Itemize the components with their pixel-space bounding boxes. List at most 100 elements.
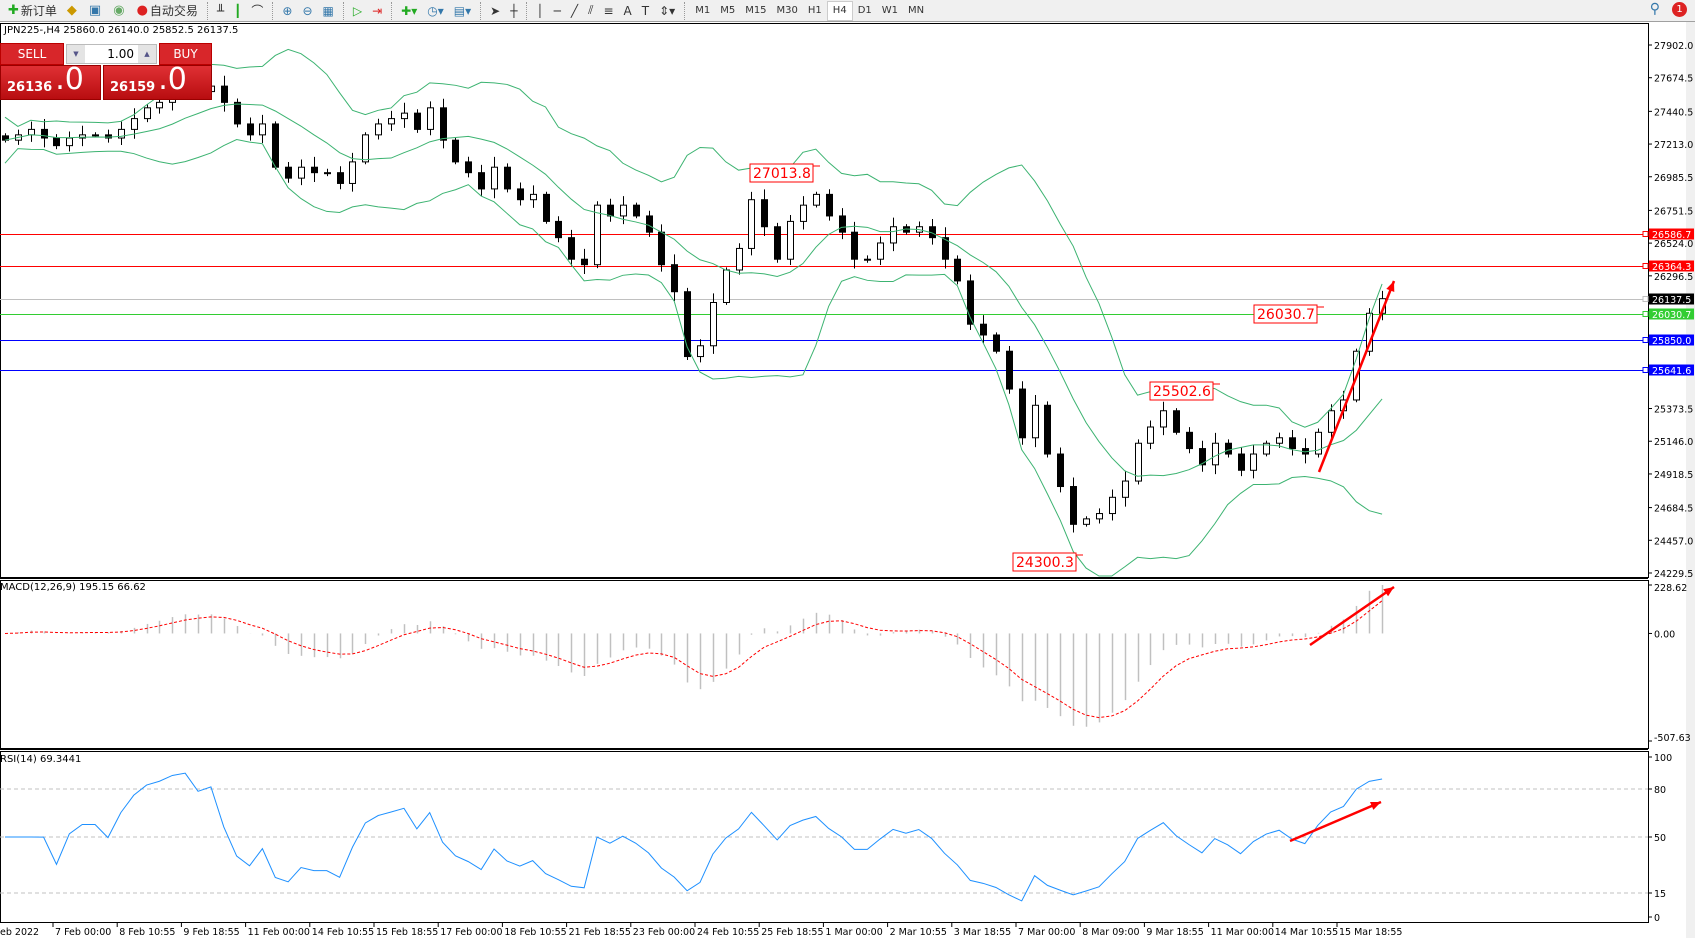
bearish-candle bbox=[761, 199, 768, 228]
main-trend-arrow[interactable] bbox=[1317, 280, 1396, 473]
cursor-button[interactable]: ➤ bbox=[486, 1, 504, 21]
bearish-candle bbox=[517, 188, 524, 201]
timeframe-h4[interactable]: H4 bbox=[826, 0, 853, 21]
price-annotation-label: 25502.6 bbox=[1153, 384, 1211, 400]
auto-trading-label: 自动交易 bbox=[149, 4, 198, 18]
arrows-button[interactable]: ⇕▾ bbox=[655, 1, 679, 21]
bar-chart-button[interactable]: ╨ bbox=[213, 1, 228, 21]
price-tick-label: 27674.5 bbox=[1654, 74, 1693, 85]
text-label-button[interactable]: T bbox=[638, 1, 653, 21]
lot-size-input[interactable]: ▼ 1.00 ▲ bbox=[66, 44, 157, 64]
timeframe-mn[interactable]: MN bbox=[908, 5, 925, 16]
templates-button[interactable]: ▤▾ bbox=[450, 1, 475, 21]
timeframe-w1[interactable]: W1 bbox=[881, 5, 898, 16]
vertical-line-button[interactable]: │ bbox=[532, 1, 547, 21]
separator bbox=[206, 1, 208, 20]
bearish-candle bbox=[954, 258, 961, 282]
bullish-candle bbox=[259, 123, 266, 136]
lot-value[interactable]: 1.00 bbox=[107, 47, 134, 61]
bearish-candle bbox=[684, 291, 691, 358]
crosshair-button[interactable]: ┼ bbox=[506, 1, 521, 21]
level-handle[interactable] bbox=[1642, 296, 1649, 302]
bullish-candle bbox=[375, 123, 382, 136]
price-annotation-box[interactable] bbox=[1012, 552, 1077, 572]
main-trend-arrow-head bbox=[1386, 281, 1395, 292]
timeframe-m15[interactable]: M15 bbox=[745, 5, 767, 16]
text-button[interactable]: A bbox=[620, 1, 636, 21]
time-axis-label: 6 Feb 2022 bbox=[0, 927, 39, 938]
price-annotation-box[interactable] bbox=[1149, 381, 1214, 401]
bearish-candle bbox=[247, 123, 254, 136]
new-order-button[interactable]: ✚ 新订单 bbox=[4, 1, 61, 21]
bullish-candle bbox=[1135, 442, 1142, 482]
indicators-button[interactable]: ✚▾ bbox=[397, 1, 421, 21]
bullish-candle bbox=[1366, 312, 1373, 352]
rsi-tick-label: 50 bbox=[1654, 833, 1666, 844]
metaeditor-button[interactable]: ◆ bbox=[63, 1, 83, 21]
price-tick-label: 24457.0 bbox=[1654, 536, 1693, 547]
zoom-in-button[interactable]: ⊕ bbox=[278, 1, 296, 21]
line-chart-button[interactable]: ⌒ bbox=[247, 1, 267, 21]
equidistant-channel-button[interactable]: ⫽ bbox=[584, 1, 597, 21]
bullish-candle bbox=[1147, 426, 1154, 444]
bid-price-fraction: .0 bbox=[55, 62, 84, 97]
auto-trading-button[interactable]: ● 自动交易 bbox=[133, 1, 202, 21]
horizontal-line-button[interactable]: ─ bbox=[550, 1, 565, 21]
bearish-candle bbox=[1070, 486, 1077, 525]
macd-trend-arrow[interactable] bbox=[1309, 585, 1395, 647]
time-axis-label: 21 Feb 18:55 bbox=[569, 927, 631, 938]
level-handle[interactable] bbox=[1642, 263, 1649, 269]
tile-windows-button[interactable]: ▦ bbox=[319, 1, 338, 21]
price-tick-label: 27213.0 bbox=[1654, 140, 1693, 151]
signal-icon: ◉ bbox=[113, 3, 125, 18]
ask-price-button[interactable]: 26159 .0 bbox=[103, 65, 212, 100]
timeframe-h1[interactable]: H1 bbox=[807, 5, 822, 16]
zoom-out-button[interactable]: ⊖ bbox=[298, 1, 316, 21]
search-icon[interactable]: ⚲ bbox=[1649, 1, 1660, 17]
lot-decrease-button[interactable]: ▼ bbox=[67, 45, 85, 63]
bearish-candle bbox=[646, 215, 653, 233]
price-annotation-box[interactable] bbox=[1253, 304, 1318, 324]
bullish-candle bbox=[1032, 404, 1039, 439]
periods-button[interactable]: ◷▾ bbox=[423, 1, 448, 21]
timeframe-m1[interactable]: M1 bbox=[695, 5, 711, 16]
level-price-label: 26586.7 bbox=[1652, 230, 1691, 241]
bearish-candle bbox=[311, 166, 318, 174]
bearish-candle bbox=[1006, 350, 1013, 390]
bearish-candle bbox=[967, 280, 974, 325]
text-icon: A bbox=[623, 3, 632, 18]
bullish-candle bbox=[427, 107, 434, 130]
chart-shift-button[interactable]: ⇥ bbox=[368, 1, 386, 21]
trendline-button[interactable]: ╱ bbox=[567, 1, 582, 21]
price-annotation-label: 26030.7 bbox=[1257, 307, 1315, 323]
terminal-button[interactable]: ▣ bbox=[85, 1, 107, 21]
time-axis-label: 8 Mar 09:00 bbox=[1082, 927, 1139, 938]
level-handle[interactable] bbox=[1642, 337, 1649, 343]
crosshair-icon: ┼ bbox=[510, 3, 518, 18]
level-handle[interactable] bbox=[1642, 311, 1649, 317]
sell-button[interactable]: SELL bbox=[0, 43, 64, 65]
timeframe-m30[interactable]: M30 bbox=[776, 5, 798, 16]
bullish-candle bbox=[1328, 410, 1335, 433]
bid-price-button[interactable]: 26136 .0 bbox=[0, 65, 101, 100]
candlestick-button[interactable]: ┃ bbox=[230, 1, 245, 21]
rsi-trend-arrow[interactable] bbox=[1289, 800, 1382, 843]
buy-button[interactable]: BUY bbox=[159, 43, 212, 65]
notification-badge[interactable]: 1 bbox=[1672, 1, 1687, 17]
level-price-tag bbox=[1649, 260, 1694, 272]
bearish-candle bbox=[1199, 448, 1206, 466]
signals-button[interactable]: ◉ bbox=[109, 1, 130, 21]
bearish-candle bbox=[671, 264, 678, 293]
timeframe-m5[interactable]: M5 bbox=[720, 5, 736, 16]
timeframe-d1[interactable]: D1 bbox=[857, 5, 872, 16]
level-handle[interactable] bbox=[1642, 367, 1649, 373]
fibonacci-button[interactable]: ≡ bbox=[599, 1, 617, 21]
lot-increase-button[interactable]: ▲ bbox=[138, 45, 156, 63]
price-annotation-box[interactable] bbox=[749, 163, 814, 183]
level-handle[interactable] bbox=[1642, 231, 1649, 237]
autoscroll-button[interactable]: ▷ bbox=[349, 1, 366, 21]
price-tick-label: 26751.5 bbox=[1654, 206, 1693, 217]
right-scrollbar[interactable] bbox=[1686, 22, 1695, 938]
bullish-candle bbox=[131, 118, 138, 130]
